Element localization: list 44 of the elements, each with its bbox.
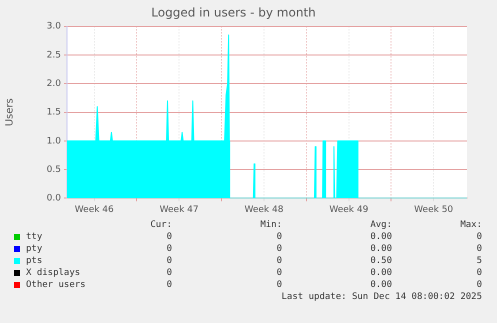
text: 0: [276, 244, 282, 254]
text: 0.50: [369, 256, 392, 266]
text: 0: [166, 256, 172, 266]
y-tick-label: 1.0: [46, 136, 62, 146]
legend-label: tty: [26, 232, 42, 242]
text: 0: [476, 280, 482, 290]
text: Min:: [259, 220, 282, 230]
text: Last update: Sun Dec 14 08:00:02 2025: [280, 292, 482, 302]
y-tick-label: 0.0: [46, 194, 62, 204]
text: 0.00: [369, 268, 392, 278]
text: Avg:: [369, 220, 392, 230]
text: 0: [166, 280, 172, 290]
text: 0: [476, 268, 482, 278]
y-tick-label: 2.0: [46, 79, 62, 90]
text: 0: [276, 256, 282, 266]
text: 0: [166, 232, 172, 242]
legend-label: pty: [26, 244, 42, 254]
chart-title: Logged in users - by month: [151, 5, 316, 20]
text: Cur:: [149, 220, 172, 230]
y-axis-title: Users: [4, 98, 16, 126]
text: 0: [276, 268, 282, 278]
legend-label: pts: [26, 256, 42, 266]
legend-label: Other users: [26, 280, 86, 290]
x-tick-label: Week 46: [74, 204, 114, 215]
text: 0: [476, 244, 482, 254]
text: Max:: [459, 220, 482, 230]
x-tick-label: Week 47: [160, 204, 199, 215]
text: 0: [276, 232, 282, 242]
y-tick-label: 3.0: [46, 22, 62, 32]
y-tick-label: 2.5: [46, 50, 61, 60]
text: 0: [276, 280, 282, 290]
text: 0.00: [369, 280, 392, 290]
text: 0: [166, 268, 172, 278]
y-tick-label: 1.5: [46, 108, 61, 118]
text: 0: [476, 232, 482, 242]
x-tick-label: Week 49: [329, 204, 369, 215]
y-tick-label: 0.5: [46, 164, 61, 175]
legend-label: X displays: [26, 268, 80, 278]
x-tick-label: Week 50: [414, 204, 454, 215]
text: 0.00: [369, 244, 392, 254]
text: 0: [166, 244, 172, 254]
text: 5: [476, 256, 482, 266]
text: 0.00: [369, 232, 392, 242]
x-tick-label: Week 48: [244, 204, 284, 215]
